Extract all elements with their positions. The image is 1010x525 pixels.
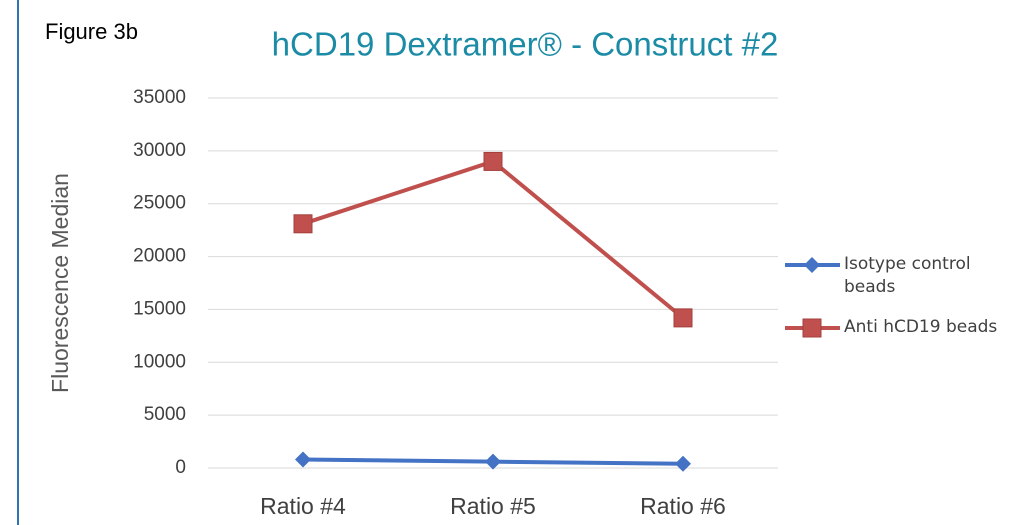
chart-title: hCD19 Dextramer® - Construct #2: [272, 26, 779, 63]
y-tick-label: 25000: [133, 193, 186, 214]
legend-item: Isotype control beads: [844, 254, 971, 297]
y-tick-label: 15000: [133, 298, 186, 319]
series-line: [302, 159, 685, 320]
y-tick-label: 35000: [133, 87, 186, 108]
legend-item: Anti hCD19 beads: [844, 317, 998, 337]
y-tick-label: 0: [175, 457, 186, 478]
data-point: [483, 151, 503, 171]
x-tick-label: Ratio #6: [640, 493, 726, 519]
y-tick-label: 5000: [144, 404, 186, 425]
y-tick-label: 10000: [133, 351, 186, 372]
data-point: [675, 455, 691, 472]
data-point: [673, 308, 693, 328]
figure-label: Figure 3b: [45, 19, 138, 44]
legend-marker: [804, 257, 820, 273]
legend-marker: [802, 318, 822, 338]
x-tick-label: Ratio #4: [260, 493, 346, 519]
y-axis-label: Fluorescence Median: [47, 173, 73, 393]
y-tick-label: 20000: [133, 246, 186, 267]
y-tick-label: 30000: [133, 140, 186, 161]
legend-label: Isotype control beads: [844, 254, 971, 297]
data-point: [485, 453, 501, 470]
data-point: [293, 214, 313, 234]
data-point: [295, 451, 311, 468]
x-tick-label: Ratio #5: [450, 493, 536, 519]
legend-label: Anti hCD19 beads: [844, 317, 998, 337]
